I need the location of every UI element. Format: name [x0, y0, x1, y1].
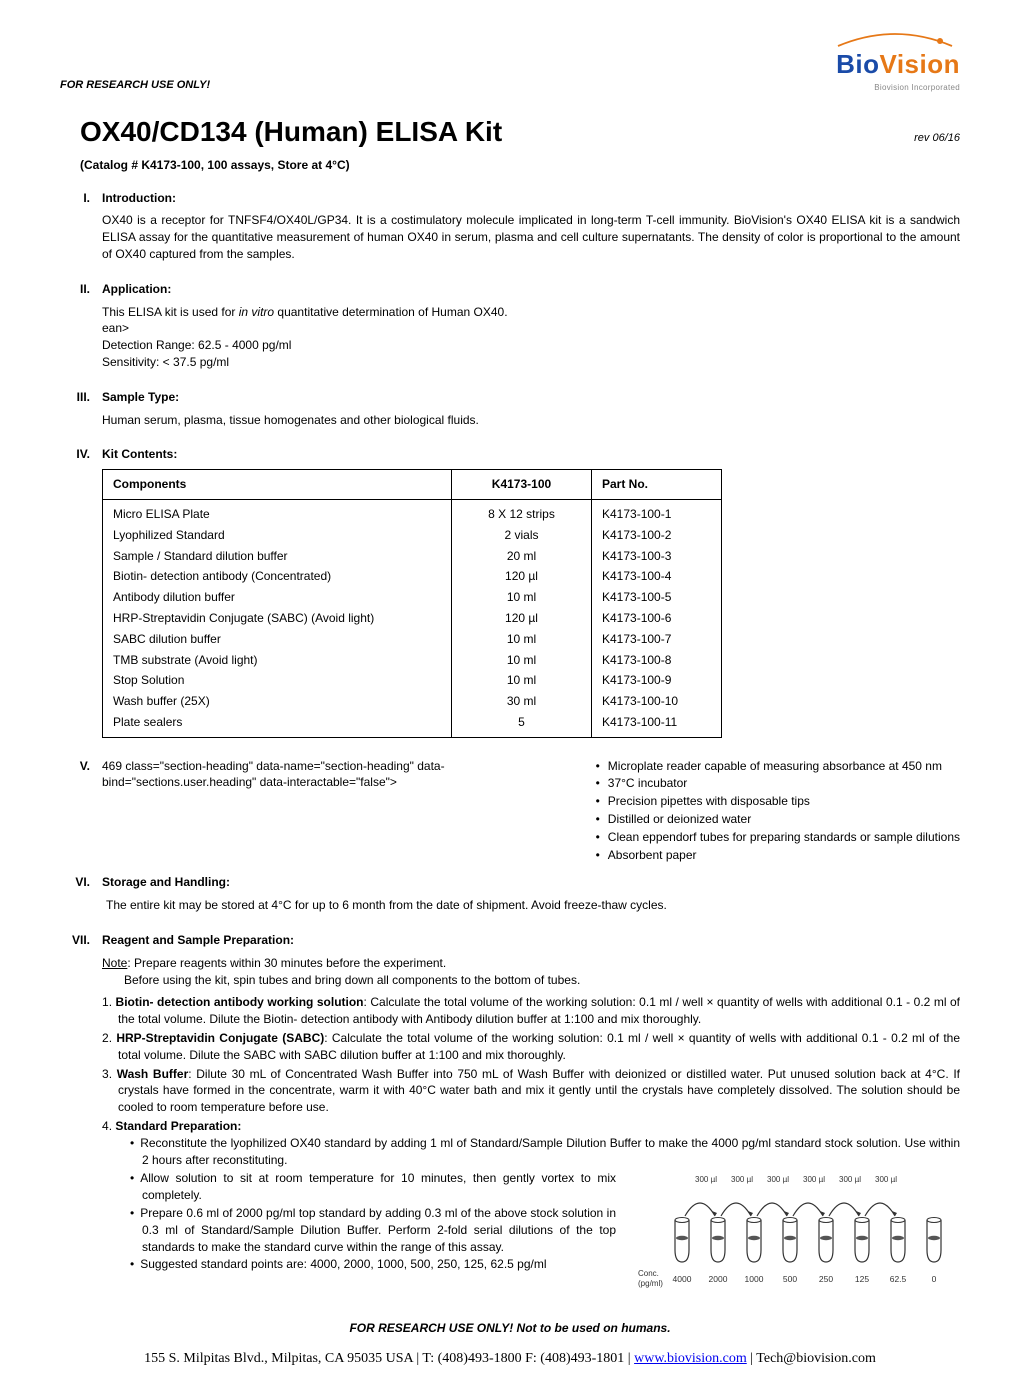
svg-text:4000: 4000 — [673, 1274, 692, 1284]
title-row: OX40/CD134 (Human) ELISA Kit rev 06/16 — [60, 112, 960, 151]
table-row: Antibody dilution buffer10 mlK4173-100-5 — [103, 587, 722, 608]
svg-text:62.5: 62.5 — [890, 1274, 907, 1284]
prep-item: Wash Buffer: Dilute 30 mL of Concentrate… — [102, 1066, 960, 1116]
section-reagent-prep: VII. Reagent and Sample Preparation: Not… — [60, 932, 960, 1302]
research-only-mid: FOR RESEARCH USE ONLY! Not to be used on… — [60, 1320, 960, 1337]
svg-text:0: 0 — [932, 1274, 937, 1284]
section-num: IV. — [60, 446, 90, 747]
prep-note-2: Before using the kit, spin tubes and bri… — [102, 972, 960, 989]
section-intro: I. Introduction: OX40 is a receptor for … — [60, 190, 960, 271]
section-text: The entire kit may be stored at 4°C for … — [102, 897, 960, 914]
section-heading: Introduction: — [102, 190, 960, 207]
page-title: OX40/CD134 (Human) ELISA Kit — [80, 112, 502, 151]
svg-text:300 µl: 300 µl — [731, 1175, 753, 1184]
svg-text:250: 250 — [819, 1274, 833, 1284]
list-item: 37°C incubator — [596, 775, 960, 792]
list-item: Clean eppendorf tubes for preparing stan… — [596, 829, 960, 846]
list-item: Suggested standard points are: 4000, 200… — [130, 1256, 616, 1273]
list-item: Microplate reader capable of measuring a… — [596, 758, 960, 775]
svg-text:500: 500 — [783, 1274, 797, 1284]
prep-item: HRP-Streptavidin Conjugate (SABC): Calcu… — [102, 1030, 960, 1064]
table-header: Part No. — [592, 470, 722, 500]
footer: 155 S. Milpitas Blvd., Milpitas, CA 9503… — [60, 1349, 960, 1369]
table-header: Components — [103, 470, 452, 500]
table-row: Micro ELISA Plate8 X 12 stripsK4173-100-… — [103, 499, 722, 524]
section-num: VI. — [60, 874, 90, 922]
prep-note: Note: Prepare reagents within 30 minutes… — [102, 955, 960, 972]
list-item: Prepare 0.6 ml of 2000 pg/ml top standar… — [130, 1205, 616, 1255]
list-item: Allow solution to sit at room temperatur… — [130, 1170, 616, 1204]
list-item: Absorbent paper — [596, 847, 960, 864]
section-text: OX40 is a receptor for TNFSF4/OX40L/GP34… — [102, 212, 960, 262]
table-row: Stop Solution10 mlK4173-100-9 — [103, 670, 722, 691]
dilution-diagram: 300 µl 300 µl 300 µl 300 µl 300 µl 300 µl 4000… — [630, 1170, 960, 1300]
svg-text:2000: 2000 — [709, 1274, 728, 1284]
research-only-top: FOR RESEARCH USE ONLY! — [60, 78, 210, 93]
section-num: III. — [60, 389, 90, 437]
section-heading: Application: — [102, 281, 960, 298]
section-heading: Kit Contents: — [102, 446, 960, 463]
standard-prep-list: Allow solution to sit at room temperatur… — [118, 1170, 616, 1273]
table-row: Lyophilized Standard2 vialsK4173-100-2 — [103, 525, 722, 546]
table-row: Biotin- detection antibody (Concentrated… — [103, 566, 722, 587]
section-heading: Storage and Handling: — [102, 874, 960, 891]
svg-text:300 µl: 300 µl — [695, 1175, 717, 1184]
revision: rev 06/16 — [914, 131, 960, 146]
table-row: Sample / Standard dilution buffer20 mlK4… — [103, 546, 722, 567]
table-row: TMB substrate (Avoid light)10 mlK4173-10… — [103, 650, 722, 671]
logo-text: BioVision — [830, 46, 960, 82]
svg-text:300 µl: 300 µl — [839, 1175, 861, 1184]
prep-list: Biotin- detection antibody working solut… — [102, 994, 960, 1300]
section-heading: Reagent and Sample Preparation: — [102, 932, 960, 949]
section-user-supplied: V. 469 class="section-heading" data-name… — [60, 758, 960, 865]
section-application: II. Application: This ELISA kit is used … — [60, 281, 960, 379]
list-item: Distilled or deionized water — [596, 811, 960, 828]
svg-text:300 µl: 300 µl — [875, 1175, 897, 1184]
header: FOR RESEARCH USE ONLY! BioVision Biovisi… — [60, 30, 960, 94]
logo-subtitle: Biovision Incorporated — [830, 82, 960, 93]
footer-link[interactable]: www.biovision.com — [634, 1351, 747, 1366]
catalog-info: (Catalog # K4173-100, 100 assays, Store … — [80, 157, 960, 174]
section-text: Human serum, plasma, tissue homogenates … — [102, 412, 960, 429]
section-num: I. — [60, 190, 90, 271]
logo: BioVision Biovision Incorporated — [830, 30, 960, 94]
dilution-diagram-icon: 300 µl 300 µl 300 µl 300 µl 300 µl 300 µl 4000… — [630, 1170, 960, 1300]
list-item: Reconstitute the lyophilized OX40 standa… — [130, 1135, 960, 1169]
table-header: K4173-100 — [452, 470, 592, 500]
table-row: Wash buffer (25X)30 mlK4173-100-10 — [103, 691, 722, 712]
svg-text:(pg/ml): (pg/ml) — [638, 1279, 663, 1288]
list-item: Precision pipettes with disposable tips — [596, 793, 960, 810]
prep-item: Biotin- detection antibody working solut… — [102, 994, 960, 1028]
user-supplied-list: Microplate reader capable of measuring a… — [584, 758, 960, 865]
table-row: Plate sealers5K4173-100-11 — [103, 712, 722, 737]
section-kit-contents: IV. Kit Contents: ComponentsK4173-100Par… — [60, 446, 960, 747]
svg-text:300 µl: 300 µl — [803, 1175, 825, 1184]
svg-text:300 µl: 300 µl — [767, 1175, 789, 1184]
table-row: SABC dilution buffer10 mlK4173-100-7 — [103, 629, 722, 650]
prep-item: Standard Preparation: Reconstitute the l… — [102, 1118, 960, 1300]
svg-text:1000: 1000 — [745, 1274, 764, 1284]
section-num: VII. — [60, 932, 90, 1302]
section-sample-type: III. Sample Type: Human serum, plasma, t… — [60, 389, 960, 437]
table-row: HRP-Streptavidin Conjugate (SABC) (Avoid… — [103, 608, 722, 629]
section-storage: VI. Storage and Handling: The entire kit… — [60, 874, 960, 922]
svg-text:125: 125 — [855, 1274, 869, 1284]
section-num: II. — [60, 281, 90, 379]
section-text: This ELISA kit is used for in vitro quan… — [102, 304, 960, 371]
svg-text:Conc.: Conc. — [638, 1269, 659, 1278]
section-num: V. — [60, 758, 90, 865]
section-heading: Sample Type: — [102, 389, 960, 406]
kit-contents-table: ComponentsK4173-100Part No. Micro ELISA … — [102, 469, 722, 738]
